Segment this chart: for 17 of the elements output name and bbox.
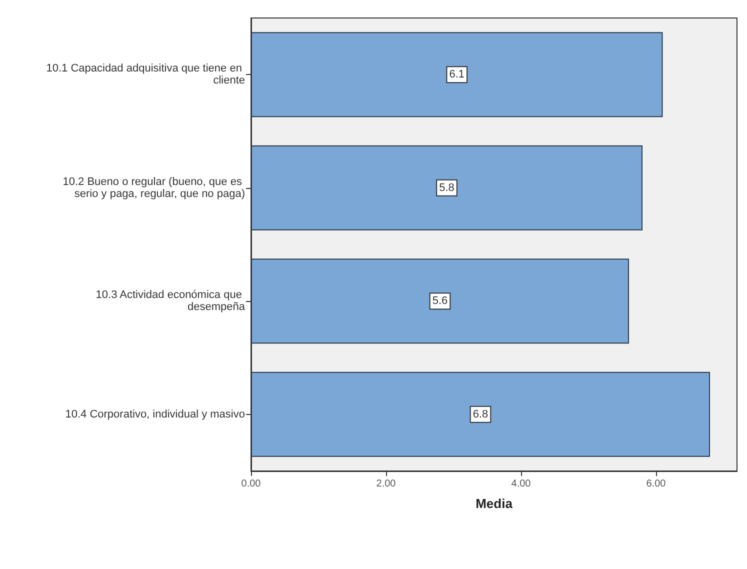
x-tick-label: 2.00 — [376, 478, 396, 490]
x-tick-label: 4.00 — [511, 478, 532, 490]
data-label: 5.8 — [439, 182, 454, 194]
x-tick-label: 6.00 — [646, 478, 666, 490]
data-label: 6.1 — [449, 68, 465, 81]
bar — [251, 372, 710, 457]
y-tick-label: 10.4 Corporativo, individual y masivo — [65, 408, 245, 420]
bar — [251, 145, 642, 230]
data-label: 5.6 — [432, 295, 448, 308]
y-tick-label: 10.1 Capacidad adquisitiva que tiene en cliente — [46, 62, 245, 87]
bar — [251, 258, 629, 344]
x-tick-label: 0.00 — [241, 478, 262, 490]
bar — [251, 32, 663, 118]
y-tick-label: 10.2 Bueno o regular (bueno, que es serio y paga, regular, que no paga) — [62, 176, 245, 200]
data-label: 6.8 — [472, 408, 488, 420]
x-axis-title: Media — [476, 496, 514, 511]
y-tick-label: 10.3 Actividad económica que desempeña — [96, 289, 246, 314]
